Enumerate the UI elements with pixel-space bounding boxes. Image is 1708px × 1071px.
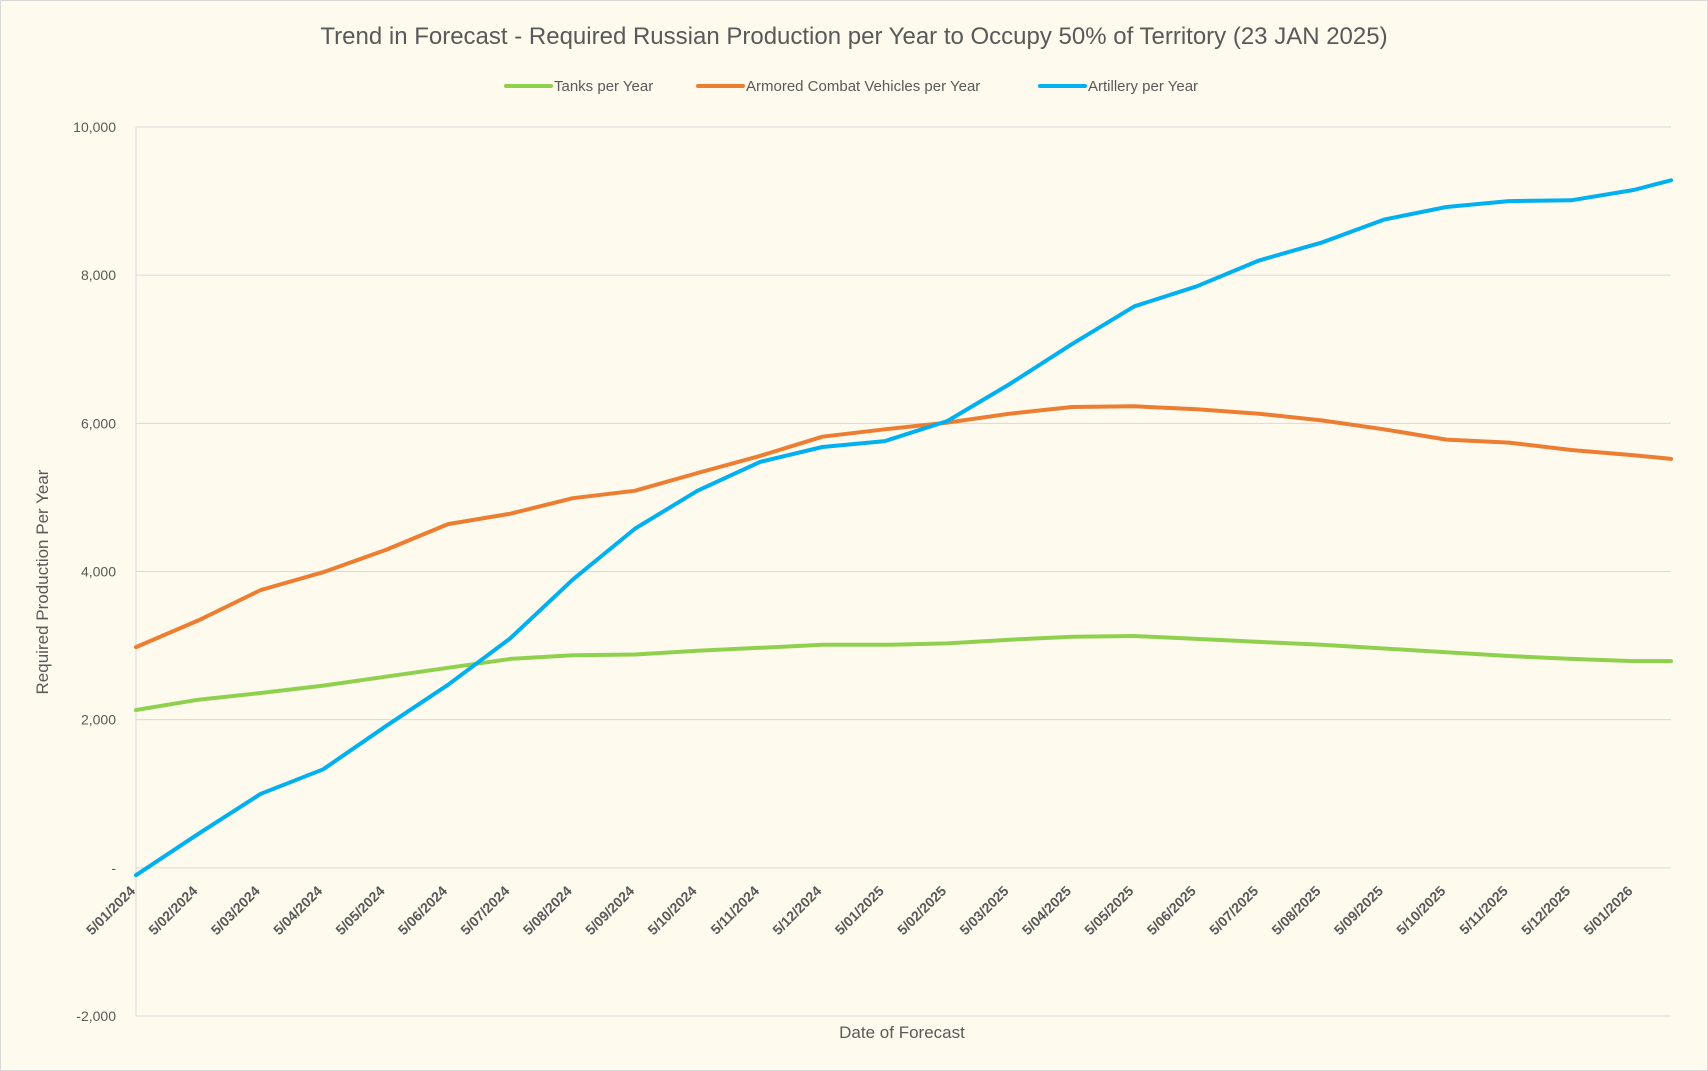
- x-tick-label: 5/06/2025: [1144, 883, 1200, 939]
- x-tick-label: 5/02/2024: [145, 883, 201, 939]
- x-tick-label: 5/08/2024: [520, 883, 576, 939]
- chart-title: Trend in Forecast - Required Russian Pro…: [320, 23, 1387, 50]
- x-tick-label: 5/07/2024: [457, 883, 513, 939]
- x-axis-label: Date of Forecast: [839, 1023, 965, 1042]
- series-line-tanks-per-year: [134, 634, 1673, 712]
- x-tick-label: 5/10/2025: [1393, 883, 1449, 939]
- x-tick-label: 5/01/2026: [1580, 883, 1636, 939]
- series-line-artillery-per-year: [134, 178, 1673, 878]
- x-tick-label: 5/01/2025: [832, 883, 888, 939]
- x-tick-label: 5/04/2024: [270, 883, 326, 939]
- legend-label: Tanks per Year: [554, 78, 653, 95]
- x-tick-label: 5/12/2025: [1518, 883, 1574, 939]
- y-tick-label: 4,000: [81, 564, 116, 580]
- y-tick-label: 6,000: [81, 415, 116, 431]
- x-tick-label: 5/01/2024: [83, 883, 139, 939]
- x-tick-label: 5/02/2025: [894, 883, 950, 939]
- y-tick-label: -: [111, 860, 116, 876]
- x-tick-label: 5/05/2025: [1081, 883, 1137, 939]
- x-tick-label: 5/09/2025: [1331, 883, 1387, 939]
- x-tick-label: 5/09/2024: [582, 883, 638, 939]
- legend-label: Armored Combat Vehicles per Year: [746, 78, 980, 95]
- series-line-armored-combat-vehicles-per-year: [134, 404, 1673, 650]
- y-tick-label: -2,000: [76, 1008, 116, 1024]
- x-tick-label: 5/11/2024: [707, 882, 762, 937]
- y-axis-ticks: 10,000 8,000 6,000 4,000 2,000 - -2,000: [73, 119, 116, 1024]
- x-axis-ticks: 5/01/2024 5/02/2024 5/03/2024 5/04/2024 5/05…: [83, 882, 1636, 938]
- x-tick-label: 5/10/2024: [644, 883, 700, 939]
- x-tick-label: 5/11/2025: [1456, 882, 1511, 937]
- x-tick-label: 5/12/2024: [769, 883, 825, 939]
- legend-label: Artillery per Year: [1088, 78, 1198, 95]
- y-axis-label: Required Production Per Year: [33, 469, 52, 694]
- series-lines: [134, 178, 1673, 878]
- legend: Tanks per Year Armored Combat Vehicles pe…: [504, 78, 1198, 95]
- x-tick-label: 5/03/2024: [208, 883, 264, 939]
- x-tick-label: 5/07/2025: [1206, 883, 1262, 939]
- y-tick-label: 10,000: [73, 119, 116, 135]
- x-tick-label: 5/03/2025: [956, 883, 1012, 939]
- x-tick-label: 5/06/2024: [395, 883, 451, 939]
- y-tick-label: 2,000: [81, 712, 116, 728]
- x-tick-label: 5/05/2024: [332, 883, 388, 939]
- x-tick-label: 5/04/2025: [1019, 883, 1075, 939]
- x-tick-label: 5/08/2025: [1268, 883, 1324, 939]
- gridlines: [135, 126, 1671, 1017]
- y-tick-label: 8,000: [81, 267, 116, 283]
